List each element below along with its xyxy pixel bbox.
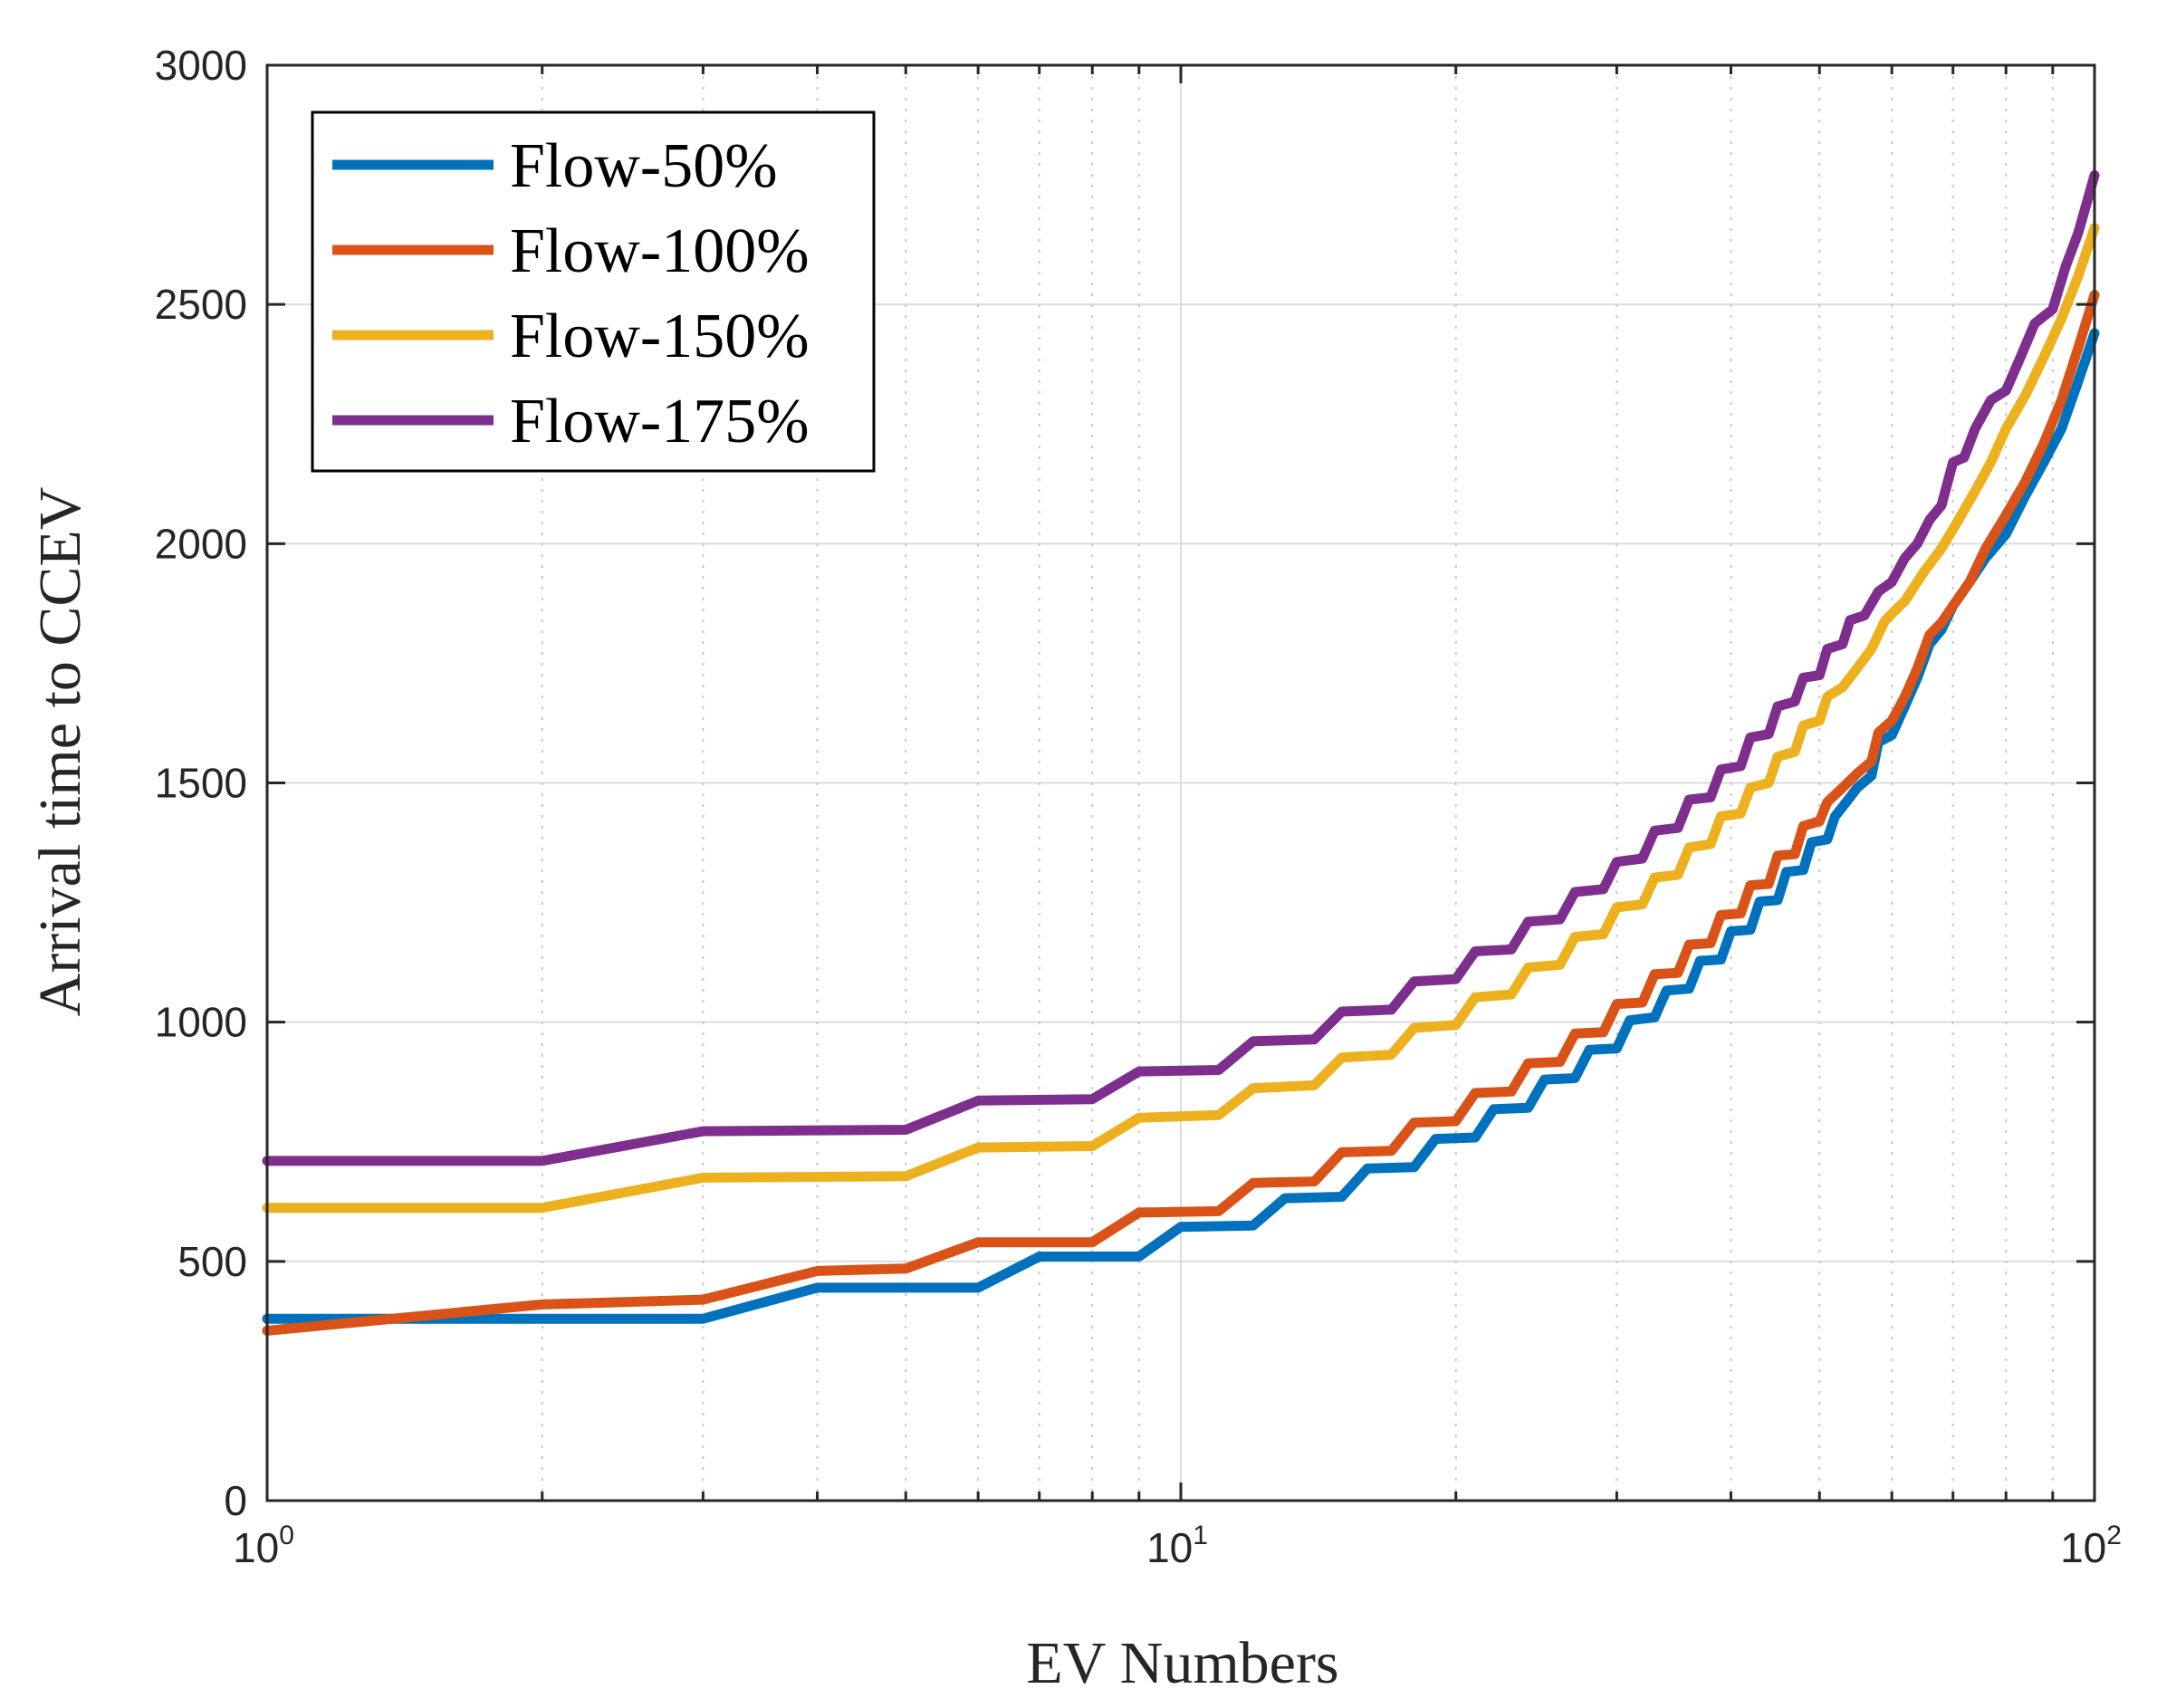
legend-label: Flow-50% — [510, 131, 778, 201]
y-axis-ticks: 0 500 1000 1500 2000 2500 3000 — [155, 42, 2095, 1524]
legend-label: Flow-100% — [510, 216, 810, 286]
y-tick-label: 1500 — [155, 760, 247, 807]
series-line-flow-175 — [262, 170, 2100, 1166]
x-axis-title: EV Numbers — [1026, 1630, 1338, 1696]
y-tick-label: 500 — [177, 1238, 247, 1285]
series-line-flow-100 — [262, 290, 2100, 1336]
legend-label: Flow-150% — [510, 302, 810, 371]
y-axis-title: Arrival time to CCEV — [27, 487, 93, 1017]
y-tick-label: 1000 — [155, 999, 247, 1046]
x-axis-ticks: 100 101 102 — [233, 65, 2122, 1571]
legend-box — [311, 110, 876, 473]
x-tick-label: 102 — [2060, 1521, 2122, 1571]
legend-label: Flow-175% — [510, 387, 810, 456]
y-tick-label: 0 — [224, 1477, 247, 1524]
series-line-flow-150 — [262, 223, 2100, 1214]
y-tick-label: 2000 — [155, 520, 247, 567]
legend: Flow-50% Flow-100% Flow-150% Flow-175% — [311, 110, 876, 473]
y-tick-label: 3000 — [155, 42, 247, 89]
x-tick-label: 101 — [1146, 1521, 1208, 1571]
series-layer — [262, 170, 2100, 1336]
x-tick-label: 100 — [233, 1521, 294, 1571]
y-tick-label: 2500 — [155, 281, 247, 328]
